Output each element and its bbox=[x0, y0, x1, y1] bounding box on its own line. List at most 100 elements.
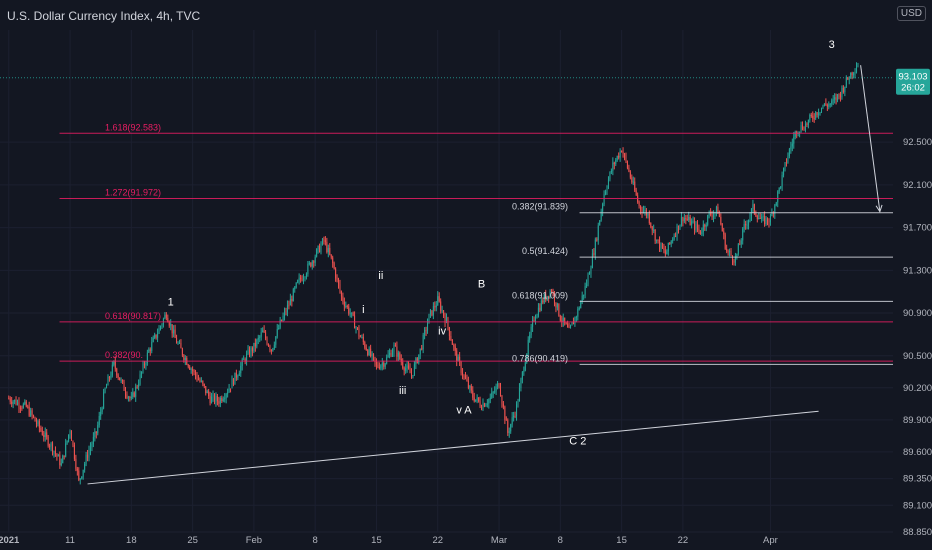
candle-body bbox=[640, 205, 642, 210]
candle-body bbox=[380, 365, 382, 369]
candle-body bbox=[22, 403, 24, 408]
candle-body bbox=[656, 239, 658, 241]
candle-body bbox=[523, 370, 525, 372]
candle-body bbox=[270, 349, 272, 351]
candle-body bbox=[774, 205, 776, 214]
candle-body bbox=[435, 305, 437, 308]
candle-body bbox=[800, 125, 802, 132]
candle-body bbox=[701, 232, 703, 235]
candle-body bbox=[740, 240, 742, 245]
candle-body bbox=[783, 168, 785, 175]
candle-body bbox=[431, 310, 433, 316]
fib-label: 0.382(91.839) bbox=[512, 202, 568, 212]
candle-body bbox=[676, 225, 678, 236]
candle-body bbox=[9, 398, 11, 402]
candle-body bbox=[663, 248, 665, 251]
candle-body bbox=[178, 342, 180, 344]
y-tick-label: 90.500 bbox=[903, 351, 932, 362]
candle-body bbox=[324, 240, 326, 242]
candle-body bbox=[107, 376, 109, 386]
candle-body bbox=[129, 397, 131, 399]
candle-body bbox=[399, 352, 401, 360]
candle-body bbox=[308, 262, 310, 264]
candle-body bbox=[723, 231, 725, 235]
price-axis[interactable]: 92.500 92.100 91.700 91.300 90.900 90.500 90.2… bbox=[903, 137, 932, 538]
candle-body bbox=[695, 224, 697, 230]
candle-body bbox=[711, 215, 713, 217]
candle-body bbox=[232, 378, 234, 385]
candle-body bbox=[844, 86, 846, 93]
candle-body bbox=[82, 469, 84, 477]
candle-body bbox=[316, 249, 318, 257]
candle-body bbox=[804, 124, 806, 131]
candle-body bbox=[570, 325, 572, 328]
candle-body bbox=[628, 167, 630, 172]
y-tick-label: 91.300 bbox=[903, 265, 932, 276]
candle-body bbox=[25, 401, 27, 407]
candle-body bbox=[847, 77, 849, 80]
candle-body bbox=[615, 160, 617, 165]
candle-body bbox=[294, 287, 296, 290]
candle-body bbox=[85, 454, 87, 464]
candle-body bbox=[365, 347, 367, 351]
candle-body bbox=[275, 336, 277, 345]
candle-body bbox=[208, 391, 210, 397]
candle-body bbox=[34, 417, 36, 422]
candle-body bbox=[108, 376, 110, 379]
wave-label: 3 bbox=[829, 39, 835, 51]
candle-body bbox=[171, 324, 173, 334]
candle-body bbox=[235, 372, 237, 378]
candle-body bbox=[839, 94, 841, 98]
candle-body bbox=[762, 216, 764, 218]
candle-body bbox=[482, 403, 484, 410]
candle-body bbox=[799, 131, 801, 134]
candle-body bbox=[619, 151, 621, 158]
candle-body bbox=[301, 279, 303, 281]
candle-body bbox=[481, 406, 483, 410]
candle-body bbox=[348, 306, 350, 314]
candle-body bbox=[238, 373, 240, 376]
candle-body bbox=[534, 318, 537, 321]
candle-body bbox=[359, 336, 361, 338]
candle-body bbox=[389, 352, 391, 356]
candle-body bbox=[679, 224, 681, 230]
candle-body bbox=[441, 310, 443, 312]
candle-body bbox=[781, 174, 783, 187]
candle-body bbox=[634, 181, 636, 191]
currency-button[interactable]: USD bbox=[896, 6, 926, 21]
y-tick-label: 89.350 bbox=[903, 474, 932, 485]
candle-body bbox=[326, 241, 328, 253]
candle-body bbox=[612, 162, 614, 171]
candle-body bbox=[459, 356, 461, 362]
candle-body bbox=[510, 424, 512, 432]
candle-body bbox=[759, 218, 761, 220]
candle-body bbox=[189, 366, 191, 370]
candle-body bbox=[462, 372, 464, 376]
candle-body bbox=[390, 352, 392, 357]
candle-body bbox=[253, 342, 255, 352]
candle-body bbox=[529, 335, 531, 340]
candle-body bbox=[498, 383, 500, 388]
candle-body bbox=[616, 155, 618, 161]
time-axis[interactable]: 2021 11 18 25 Feb 8 15 22 Mar 8 15 22 Apr bbox=[0, 535, 778, 546]
candle-body bbox=[205, 386, 207, 394]
candle-body bbox=[106, 385, 108, 389]
candle-body bbox=[329, 248, 331, 255]
candle-body bbox=[149, 349, 151, 351]
candle-body bbox=[555, 302, 557, 308]
candle-body bbox=[355, 327, 357, 329]
candle-body bbox=[269, 346, 271, 350]
candle-body bbox=[422, 334, 424, 350]
candle-body bbox=[765, 217, 767, 225]
candle-body bbox=[130, 396, 132, 399]
candle-body bbox=[568, 327, 570, 329]
candle-body bbox=[49, 445, 51, 447]
x-tick-label: 8 bbox=[558, 535, 563, 546]
candle-body bbox=[650, 223, 652, 227]
candle-body bbox=[644, 210, 646, 212]
candle-body bbox=[588, 273, 591, 275]
badge-price: 93.103 bbox=[898, 72, 927, 83]
candle-body bbox=[540, 300, 542, 311]
candle-body bbox=[203, 383, 205, 387]
